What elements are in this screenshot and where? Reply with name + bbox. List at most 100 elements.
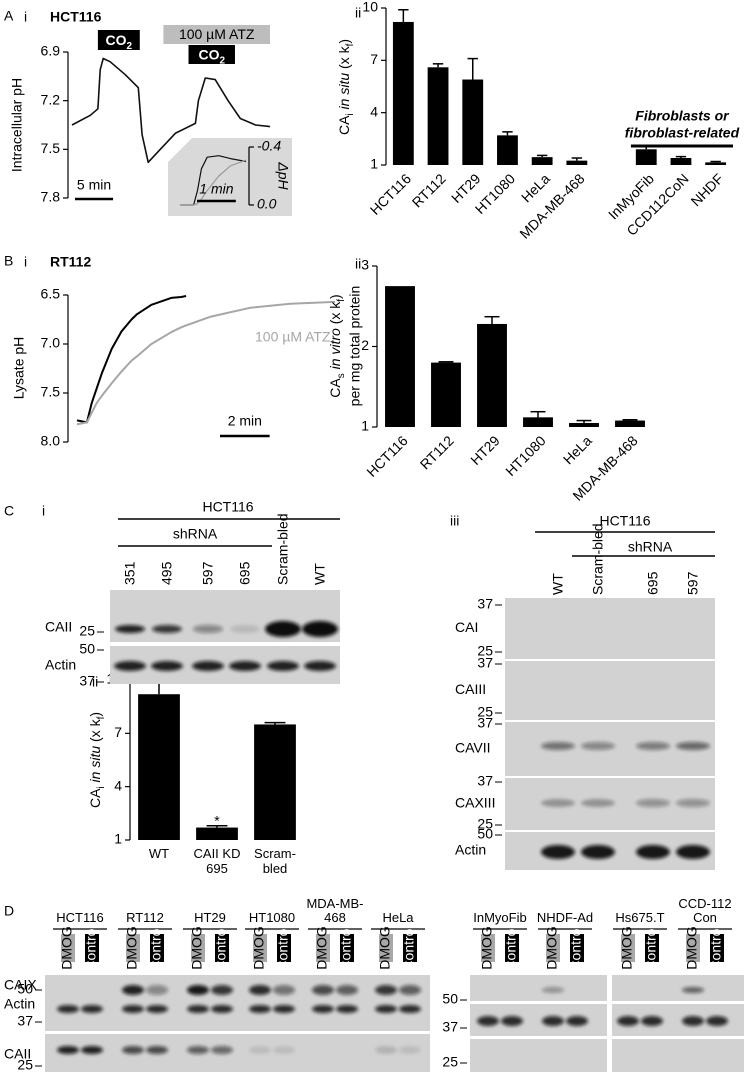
trace <box>180 155 247 206</box>
blot <box>505 661 715 720</box>
blot-band <box>636 742 670 750</box>
annotation-label-part: 2 <box>127 41 133 52</box>
y-axis-label-part: in vitro <box>327 328 343 373</box>
bar <box>531 157 553 165</box>
row-label: Actin <box>455 842 486 858</box>
blot-band <box>211 1046 233 1054</box>
y-axis-label-part: ) <box>87 712 103 717</box>
series-label: 100 µM ATZ <box>255 329 331 345</box>
group-label-box: RT112 <box>126 911 164 925</box>
blot-band <box>581 742 615 750</box>
row-label: CAII <box>45 619 72 635</box>
mw-marker: 25 <box>477 643 493 659</box>
y-tick-label: 6.5 <box>41 286 61 302</box>
row-label: CAVII <box>455 740 491 756</box>
y-tick-label: 1 <box>370 156 378 172</box>
blot-band <box>81 1046 103 1054</box>
y-axis-label-part: i <box>96 786 107 788</box>
blot-band <box>249 1046 271 1054</box>
annotation-label: 100 µM ATZ <box>179 26 255 42</box>
treatment-box <box>253 934 267 962</box>
treatment-label: Control <box>83 925 99 970</box>
lane-label: 695 <box>237 561 253 585</box>
treatment-box <box>277 934 291 962</box>
blot <box>470 975 607 1001</box>
blot-band <box>541 845 575 859</box>
mw-marker: 25 <box>477 816 493 832</box>
y-tick-label: 3 <box>361 257 369 273</box>
blot-band <box>152 625 182 633</box>
lane-label: 351 <box>122 561 138 585</box>
y-axis-label: CAs in vitro (x kf) <box>327 294 347 397</box>
treatment-label: DMOG <box>619 926 635 970</box>
y-tick-label: 1 <box>114 831 122 847</box>
group-label: Fibroblasts or <box>635 108 730 124</box>
annotation-label-part: CO <box>198 46 219 62</box>
blot-band <box>146 1005 168 1013</box>
blot-band <box>273 1046 295 1054</box>
x-tick-label-box: CAII KD 695 <box>193 846 241 876</box>
group-label-box: NHDF-Ad <box>537 911 593 925</box>
blot-band <box>636 799 670 807</box>
y-axis-label-part: CA <box>336 115 352 135</box>
blot-band <box>57 1005 79 1013</box>
group-label-box: Hs675.T <box>615 911 664 925</box>
blot-band <box>249 1005 271 1013</box>
trace <box>76 295 187 424</box>
y-tick-label: 7.0 <box>41 335 61 351</box>
blot-band <box>122 985 144 995</box>
lane-label: Scram-bled <box>590 523 606 595</box>
mw-marker: 25 <box>442 1054 458 1070</box>
y-tick-label: 7.8 <box>41 189 61 205</box>
y-axis-label-part: ) <box>336 39 352 44</box>
row-label: CAI <box>455 619 478 635</box>
y-axis-label-part: i <box>345 113 356 115</box>
mw-marker: 25 <box>79 623 95 639</box>
x-tick-label: CAII KD 695 <box>193 846 241 876</box>
blot <box>470 1039 607 1072</box>
chart-title: RT112 <box>50 254 91 270</box>
y-axis-label-part: CA <box>87 788 103 808</box>
group-label-box: InMyoFib <box>473 911 526 925</box>
scale-bar-label: 2 min <box>228 413 262 429</box>
annotation-label-part: CO <box>106 32 127 48</box>
trace <box>76 300 336 426</box>
y-tick-label: 10 <box>362 0 378 15</box>
blot-band <box>336 1005 358 1013</box>
inset-background <box>168 138 292 216</box>
row-label: CAIII <box>455 681 486 697</box>
blot <box>612 975 744 1001</box>
bar <box>462 79 484 165</box>
treatment-label: Control <box>643 925 659 970</box>
blot-band <box>187 1005 209 1013</box>
mw-marker: 50 <box>17 981 33 997</box>
blot-band <box>541 799 575 807</box>
blot-band <box>211 985 233 995</box>
y-axis-label-part: (x k <box>336 45 352 72</box>
annotation-box <box>188 45 235 64</box>
row-label: Actin <box>4 996 35 1012</box>
panel-label: B <box>4 253 13 269</box>
bar <box>523 417 553 427</box>
group-label: HCT116 <box>56 910 104 925</box>
blot-band <box>211 1005 233 1013</box>
x-tick-label: Scram-bled <box>254 846 296 876</box>
blot <box>110 646 340 684</box>
panel-label: D <box>4 903 14 919</box>
group-label: MDA-MB-468 <box>306 896 364 925</box>
blot-band <box>676 845 710 859</box>
blot-band <box>581 799 615 807</box>
treatment-label: DMOG <box>124 926 140 970</box>
blot-band <box>676 799 710 807</box>
blot-band <box>302 621 338 637</box>
treatment-label: Control <box>401 925 417 970</box>
treatment-label: DMOG <box>189 926 205 970</box>
y-tick-label: 4 <box>114 777 122 793</box>
y-axis-label-part: (x k <box>327 301 343 328</box>
bar <box>705 162 727 165</box>
treatment-label: DMOG <box>377 926 393 970</box>
treatment-label: Control <box>148 925 164 970</box>
group-label: HT1080 <box>248 910 296 925</box>
blot-band <box>706 1016 728 1026</box>
